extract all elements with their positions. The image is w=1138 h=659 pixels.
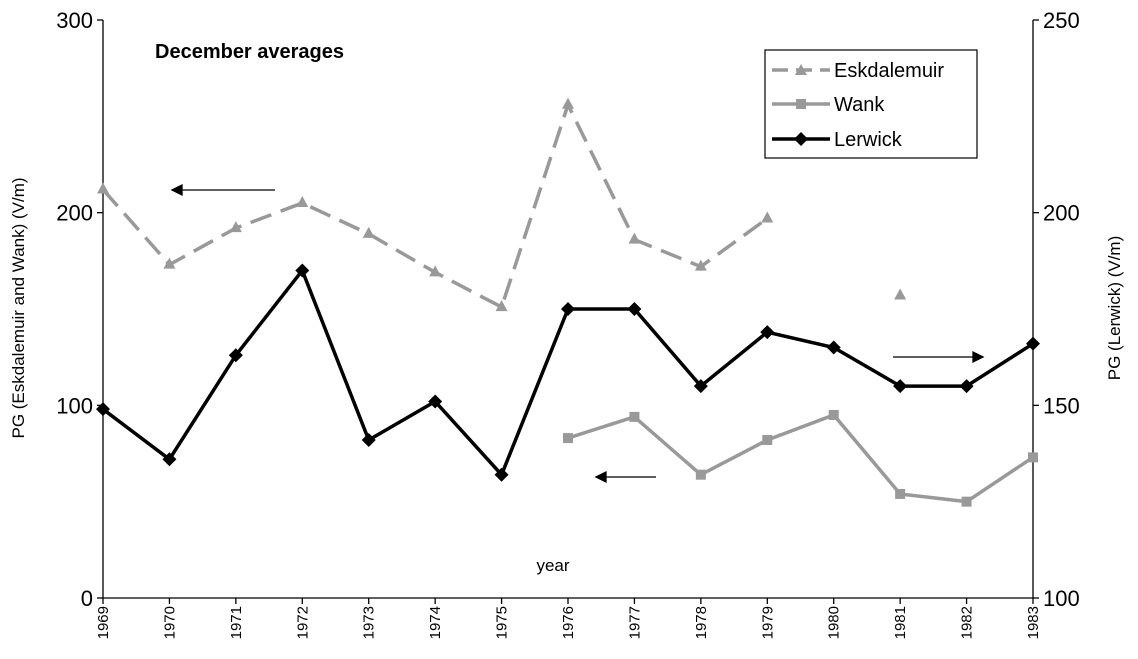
y-left-tick-label: 0 xyxy=(81,586,93,611)
legend-label-lerwick: Lerwick xyxy=(834,129,903,151)
data-point-eskdalemuir xyxy=(296,196,309,208)
legend-label-eskdalemuir: Eskdalemuir xyxy=(834,60,944,82)
arrowhead xyxy=(972,350,985,364)
x-tick-label: 1983 xyxy=(1025,606,1042,639)
series-wank xyxy=(563,409,1038,507)
arrowhead xyxy=(170,183,183,197)
data-point-lerwick xyxy=(561,302,575,316)
y-left-tick-label: 100 xyxy=(56,393,93,418)
series-lerwick xyxy=(96,263,1040,482)
data-point-eskdalemuir xyxy=(628,232,641,244)
data-point-wank xyxy=(629,411,640,422)
data-point-lerwick xyxy=(627,302,642,316)
legend-marker-eskdalemuir xyxy=(795,64,807,75)
arrowhead xyxy=(594,470,607,484)
x-tick-label: 1976 xyxy=(560,606,577,639)
data-point-lerwick xyxy=(760,325,775,340)
tick-labels: 0 100 200 300 100 150 200 250 1969 1970 1971 1972 19… xyxy=(56,8,1079,639)
chart-title: December averages xyxy=(155,41,344,63)
data-point-wank xyxy=(961,496,972,507)
series-line-wank xyxy=(567,412,1034,504)
x-tick-label: 1972 xyxy=(294,606,311,639)
data-point-lerwick xyxy=(494,467,509,482)
x-tick-label: 1974 xyxy=(427,606,444,639)
legend-label-wank: Wank xyxy=(834,94,885,116)
data-point-eskdalemuir xyxy=(495,300,508,312)
data-point-eskdalemuir xyxy=(429,265,442,277)
data-point-lerwick xyxy=(826,340,841,355)
data-point-lerwick xyxy=(228,348,243,363)
x-tick-label: 1975 xyxy=(494,606,511,639)
y-right-tick-label: 100 xyxy=(1043,586,1080,611)
series-line-eskdalemuir xyxy=(101,100,769,310)
x-axis-label: year xyxy=(536,556,569,575)
data-point-eskdalemuir xyxy=(761,211,774,223)
data-point-lerwick xyxy=(1026,336,1040,351)
data-point-wank xyxy=(695,469,706,480)
data-point-eskdalemuir xyxy=(97,182,109,194)
data-point-wank xyxy=(762,435,773,446)
axes xyxy=(97,19,1039,604)
data-point-wank xyxy=(828,409,839,420)
y-left-tick-label: 200 xyxy=(56,201,93,226)
x-tick-label: 1982 xyxy=(959,606,976,639)
x-tick-label: 1979 xyxy=(759,606,776,639)
series-line-lerwick xyxy=(101,266,1034,478)
y-axis-label-right: PG (Lerwick) (V/m) xyxy=(1105,236,1124,381)
data-point-wank xyxy=(895,488,906,499)
legend-marker-lerwick xyxy=(794,132,808,146)
y-right-tick-label: 150 xyxy=(1043,393,1080,418)
legend-marker-wank xyxy=(796,99,806,109)
x-tick-label: 1980 xyxy=(826,606,843,639)
data-point-eskdalemuir xyxy=(562,97,574,109)
series-eskdalemuir xyxy=(97,97,907,312)
data-point-eskdalemuir xyxy=(229,221,242,233)
data-point-lerwick xyxy=(162,452,177,467)
data-point-wank xyxy=(1028,452,1038,463)
legend: Eskdalemuir Wank Lerwick xyxy=(764,49,978,159)
data-point-wank xyxy=(563,433,573,444)
y-right-tick-label: 250 xyxy=(1043,8,1080,33)
y-left-tick-label: 300 xyxy=(56,8,93,33)
data-point-eskdalemuir xyxy=(694,259,707,271)
data-point-lerwick xyxy=(428,394,443,409)
x-tick-label: 1973 xyxy=(361,606,378,639)
y-right-tick-label: 200 xyxy=(1043,201,1080,226)
series-marks xyxy=(96,97,1040,507)
data-point-lerwick xyxy=(959,379,974,394)
data-point-eskdalemuir xyxy=(362,226,375,238)
data-point-eskdalemuir xyxy=(163,257,176,269)
annotation-arrows xyxy=(170,183,985,484)
x-tick-label: 1977 xyxy=(626,606,643,639)
x-tick-label: 1978 xyxy=(693,606,710,639)
x-tick-label: 1969 xyxy=(95,606,112,639)
y-axis-label-left: PG (Eskdalemuir and Wank) (V/m) xyxy=(9,177,28,438)
x-tick-label: 1981 xyxy=(892,606,909,639)
data-point-lerwick xyxy=(361,433,376,448)
data-point-lerwick xyxy=(295,263,310,278)
data-point-lerwick xyxy=(693,379,708,394)
data-point-eskdalemuir xyxy=(894,288,907,300)
data-point-lerwick xyxy=(96,402,110,417)
data-point-lerwick xyxy=(893,379,908,394)
x-tick-label: 1970 xyxy=(161,606,178,639)
x-tick-label: 1971 xyxy=(228,606,245,639)
